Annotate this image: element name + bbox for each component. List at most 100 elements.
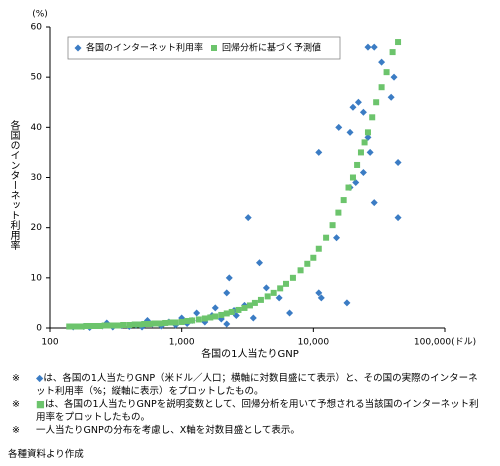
point [257, 296, 264, 303]
y-tick-label: 30 [31, 173, 43, 183]
point [317, 294, 325, 302]
point [335, 209, 342, 216]
point [394, 158, 402, 166]
point [343, 299, 351, 307]
point [193, 309, 201, 317]
point [101, 322, 108, 329]
note-text: 一人当たりGNPの分布を考慮し、X軸を対数目盛として表示。 [36, 425, 300, 436]
point [223, 320, 231, 328]
point [277, 285, 284, 292]
point [92, 322, 99, 329]
note: ※ ■は、各国の1人当たりGNPを説明変数として、回帰分析を用いて予想される当該国… [12, 398, 482, 424]
note-marker: ※ [12, 425, 20, 436]
point [378, 84, 385, 91]
point [244, 214, 252, 222]
point [378, 58, 386, 66]
point [297, 267, 304, 274]
y-tick-label: 0 [36, 324, 42, 334]
point [255, 259, 263, 267]
point [195, 316, 202, 323]
point [275, 294, 283, 302]
note-text: は、各国の1人当たりGNPを説明変数として、回帰分析を用いて予想される当該国のイ… [36, 399, 479, 423]
point [346, 128, 354, 136]
point [218, 311, 225, 318]
point [162, 319, 169, 326]
chart: (%) 各国のインターネット利用率 各国の1人当たりGNP 0 10 20 30 40 5… [8, 10, 476, 361]
x-tick-label: 100 [41, 338, 58, 348]
point [369, 114, 376, 121]
point [364, 133, 372, 141]
point [349, 174, 356, 181]
point [364, 129, 371, 136]
y-unit: (%) [32, 10, 48, 20]
note-marker: ※ [12, 373, 20, 384]
point [251, 299, 258, 306]
point [235, 306, 242, 313]
point [146, 320, 153, 327]
x-tick-label: 1,000 [169, 338, 195, 348]
point [189, 317, 196, 324]
point [282, 280, 289, 287]
point [184, 317, 191, 324]
point [370, 43, 378, 51]
point [228, 308, 235, 315]
point [352, 179, 360, 187]
point [333, 234, 341, 242]
point [389, 49, 396, 56]
note-icon: ◆ [36, 373, 44, 384]
point [395, 39, 402, 46]
y-tick-label: 60 [31, 23, 43, 33]
point [246, 302, 253, 309]
point [359, 108, 367, 116]
point [73, 323, 80, 330]
y-tick-label: 40 [31, 123, 43, 133]
point [390, 73, 398, 81]
point [264, 293, 271, 300]
y-tick-label: 20 [31, 223, 43, 233]
point [66, 323, 73, 330]
note-marker: ※ [12, 399, 20, 410]
point [70, 323, 77, 330]
point [120, 321, 127, 328]
point [354, 98, 362, 106]
point [178, 318, 185, 325]
point [79, 323, 86, 330]
point [329, 222, 336, 229]
source: 各種資料より作成 [8, 449, 84, 460]
point [310, 254, 317, 261]
point [335, 123, 343, 131]
point [383, 69, 390, 76]
point [109, 322, 116, 329]
point [361, 139, 368, 146]
point [156, 320, 163, 327]
point [262, 284, 270, 292]
point [357, 149, 364, 156]
point [370, 199, 378, 207]
point [115, 322, 122, 329]
point [151, 320, 158, 327]
x-tick-label: 10,000 [298, 338, 330, 348]
point [131, 321, 138, 328]
point [340, 197, 347, 204]
point [373, 99, 380, 106]
point [315, 245, 322, 252]
point [345, 184, 352, 191]
point [105, 322, 112, 329]
point [249, 314, 257, 322]
point [212, 313, 219, 320]
point [201, 315, 208, 322]
point [359, 168, 367, 176]
legend-label: 回帰分析に基づく予測値 [222, 42, 321, 54]
point [315, 148, 323, 156]
note: ※ 一人当たりGNPの分布を考慮し、X軸を対数目盛として表示。 [12, 424, 482, 437]
legend-marker [74, 44, 82, 52]
point [86, 322, 93, 329]
legend-label: 各国のインターネット利用率 [86, 42, 203, 54]
point [172, 319, 179, 326]
point [126, 321, 133, 328]
note: ※ ◆は、各国の1人当たりGNP（米ドル／人口；横軸に対数目盛にて表示）と、その国… [12, 372, 482, 398]
point [223, 289, 231, 297]
point [97, 322, 104, 329]
point [364, 43, 372, 51]
